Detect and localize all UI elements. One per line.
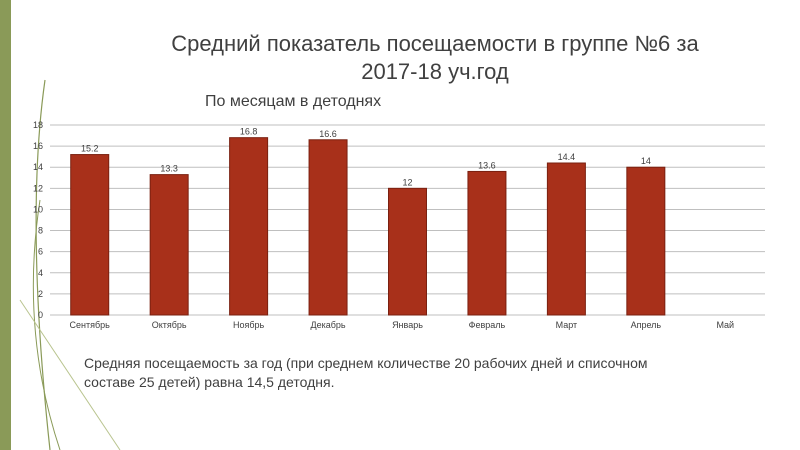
y-tick-label: 12 (33, 183, 43, 193)
y-tick-label: 8 (38, 226, 43, 236)
data-label: 13.6 (478, 160, 496, 170)
x-tick-label: Январь (392, 320, 423, 330)
y-tick-label: 6 (38, 247, 43, 257)
footnote: Средняя посещаемость за год (при среднем… (84, 354, 784, 392)
chart-title: По месяцам в детоднях (205, 93, 382, 110)
data-label: 16.8 (240, 127, 258, 137)
data-label: 15.2 (81, 144, 99, 154)
x-tick-label: Сентябрь (70, 320, 111, 330)
footnote-line1: Средняя посещаемость за год (при среднем… (84, 355, 648, 371)
decorative-side-bar (0, 0, 11, 450)
data-label: 13.3 (160, 164, 178, 174)
bar (70, 154, 110, 316)
y-tick-label: 14 (33, 162, 43, 172)
x-tick-label: Ноябрь (233, 320, 265, 330)
bar (546, 162, 586, 316)
bar (149, 174, 189, 316)
footnote-line2: составе 25 детей) равна 14,5 детодня. (84, 374, 335, 390)
y-tick-label: 10 (33, 204, 43, 214)
bar (626, 166, 666, 316)
x-tick-label: Февраль (469, 320, 506, 330)
slide-title-line2: 2017-18 уч.год (361, 59, 509, 84)
bar (229, 137, 269, 316)
data-label: 16.6 (319, 129, 337, 139)
y-tick-label: 0 (38, 310, 43, 320)
data-label: 12 (402, 177, 412, 187)
x-tick-label: Октябрь (152, 320, 187, 330)
x-tick-label: Март (556, 320, 578, 330)
y-tick-label: 18 (33, 120, 43, 130)
x-tick-label: Декабрь (311, 320, 346, 330)
data-label: 14 (641, 156, 651, 166)
y-tick-label: 4 (38, 268, 43, 278)
bar (467, 170, 507, 316)
bar (388, 187, 427, 316)
bar (308, 139, 348, 316)
y-tick-label: 16 (33, 141, 43, 151)
slide-title-line1: Средний показатель посещаемости в группе… (171, 31, 699, 56)
slide-title: Средний показатель посещаемости в группе… (95, 30, 775, 86)
y-tick-label: 2 (38, 289, 43, 299)
x-tick-label: Май (716, 320, 734, 330)
data-label: 14.4 (558, 152, 576, 162)
x-tick-label: Апрель (631, 320, 662, 330)
